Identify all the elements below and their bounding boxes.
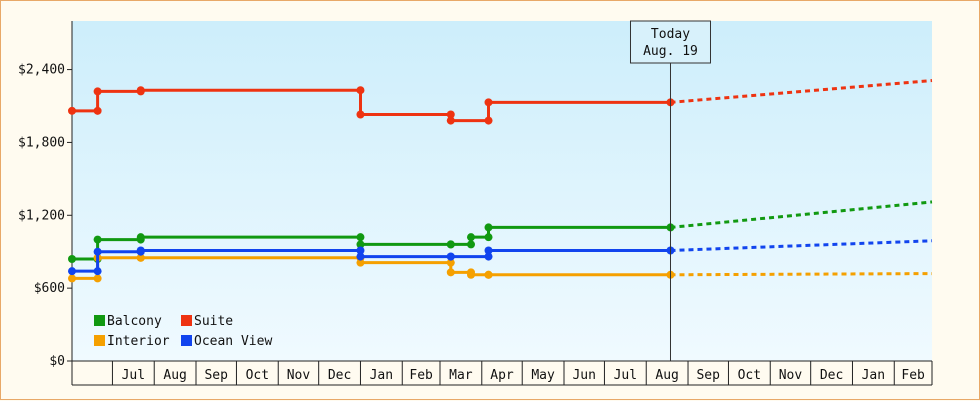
data-point-suite [446, 116, 455, 125]
data-point-balcony [466, 233, 475, 242]
data-point-interior [466, 270, 475, 279]
x-tick-label: Aug [655, 368, 678, 383]
legend-label-interior: Interior [107, 334, 170, 349]
x-tick-label: Apr [490, 368, 514, 383]
data-point-balcony [93, 235, 102, 244]
data-point-suite [93, 106, 102, 115]
data-point-balcony [136, 233, 145, 242]
data-point-ocean-view [484, 252, 493, 261]
data-point-suite [484, 98, 493, 107]
data-point-interior [136, 253, 145, 262]
x-tick-label: Jan [862, 368, 885, 383]
data-point-balcony [466, 240, 475, 249]
data-point-ocean-view [93, 267, 102, 276]
data-point-suite [356, 86, 365, 95]
x-axis: Jul Aug Sep Oct Nov Dec Jan Feb Mar Apr May Jun Jul A… [71, 360, 933, 386]
data-point-ocean-view [356, 252, 365, 261]
x-tick-label: Nov [287, 368, 311, 383]
x-tick-label: Jul [122, 368, 145, 383]
today-label: Today [651, 27, 690, 42]
x-tick-label: Mar [449, 368, 473, 383]
data-point-interior [68, 274, 76, 283]
data-point-interior [356, 258, 365, 267]
legend-swatch-interior [94, 335, 105, 346]
x-tick-label: Dec [328, 368, 351, 383]
data-point-balcony [68, 255, 76, 263]
data-point-interior [484, 270, 493, 279]
legend-swatch-ocean-view [181, 335, 192, 346]
data-point-ocean-view [484, 246, 493, 255]
data-point-suite [356, 110, 365, 119]
today-marker: Today Aug. 19 [629, 20, 711, 361]
x-tick-label: Dec [820, 368, 843, 383]
data-point-interior [446, 258, 455, 267]
y-tick-label: $0 [49, 354, 65, 369]
data-point-ocean-view [356, 246, 365, 255]
x-tick-label: May [531, 368, 555, 383]
series-forecast-interior [670, 272, 933, 277]
data-point-ocean-view [68, 267, 76, 276]
series-forecast-balcony [670, 200, 933, 229]
data-point-suite [136, 86, 145, 95]
y-tick-label: $2,400 [18, 63, 65, 78]
today-box [629, 20, 711, 64]
data-point-ocean-view [446, 252, 455, 261]
data-point-balcony [484, 233, 493, 242]
data-point-ocean-view [93, 247, 102, 256]
legend: Balcony Suite Interior Ocean View [94, 314, 272, 349]
x-tick-label: Jun [572, 368, 595, 383]
x-tick-label: Oct [738, 368, 761, 383]
x-tick-label: Jan [370, 368, 393, 383]
data-point-ocean-view [136, 246, 145, 255]
data-point-interior [93, 274, 102, 283]
x-tick-label: Sep [204, 368, 228, 383]
data-point-suite [93, 87, 102, 96]
data-point-balcony [446, 240, 455, 249]
x-tick-label: Feb [409, 368, 433, 383]
x-tick-label: Nov [779, 368, 803, 383]
y-tick-label: $1,200 [18, 208, 65, 223]
x-tick-label: Sep [696, 368, 720, 383]
legend-swatch-suite [181, 315, 192, 326]
legend-label-ocean-view: Ocean View [194, 334, 272, 349]
x-tick-label: Jul [614, 368, 637, 383]
data-point-suite [484, 116, 493, 125]
data-point-interior [446, 268, 455, 277]
plot-area [72, 21, 932, 361]
today-date: Aug. 19 [643, 44, 698, 59]
data-point-suite [68, 106, 76, 115]
data-point-balcony [484, 223, 493, 232]
legend-label-suite: Suite [194, 314, 233, 329]
data-point-balcony [356, 240, 365, 249]
series-forecast-suite [670, 79, 933, 104]
x-tick-label: Oct [246, 368, 269, 383]
legend-swatch-balcony [94, 315, 105, 326]
y-axis: $0 $600 $1,200 $1,800 $2,400 [18, 21, 73, 369]
series-forecast-ocean-view [670, 239, 933, 252]
data-point-balcony [356, 233, 365, 242]
y-tick-label: $600 [34, 281, 65, 296]
legend-label-balcony: Balcony [107, 314, 162, 329]
data-point-suite [446, 110, 455, 119]
x-tick-label: Aug [163, 368, 186, 383]
x-tick-label: Feb [901, 368, 925, 383]
y-tick-label: $1,800 [18, 135, 65, 150]
